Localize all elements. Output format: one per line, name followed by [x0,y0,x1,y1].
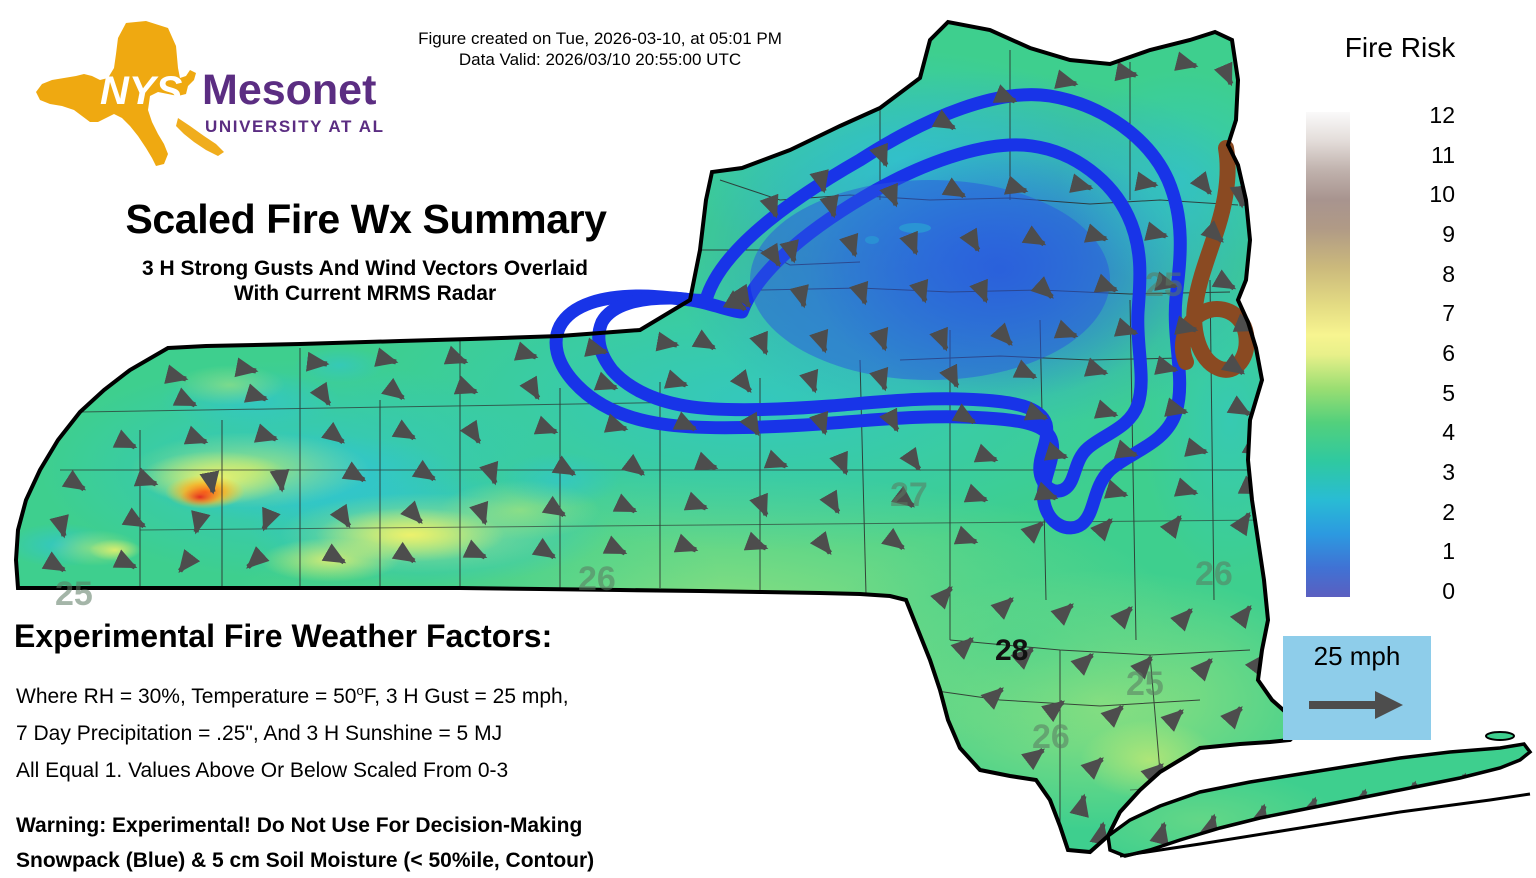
contour-label-26: 26 [1032,718,1070,756]
subtitle-line-1: 3 H Strong Gusts And Wind Vectors Overla… [142,257,588,280]
colorbar-tick-4: 4 [1442,419,1455,446]
colorbar-tick-9: 9 [1442,221,1455,247]
page-title: Scaled Fire Wx Summary [125,196,607,242]
factors-line-2: 7 Day Precipitation = .25", And 3 H Suns… [16,722,503,745]
warning-block: Warning: Experimental! Do Not Use For De… [16,808,594,878]
warning-line-1: Warning: Experimental! Do Not Use For De… [16,814,583,837]
colorbar-tick-labels: 12 11 10 9 8 7 6 5 4 3 2 1 0 [1400,104,1455,604]
colorbar-tick-5: 5 [1442,379,1455,406]
factors-line-1: Where RH = 30%, Temperature = 50oF, 3 H … [16,672,569,715]
fire-weather-factors-body: Where RH = 30%, Temperature = 50oF, 3 H … [16,672,569,789]
wind-legend-label: 25 mph [1313,641,1401,671]
wind-speed-legend: 25 mph [1283,636,1431,740]
logo-tagline-text: UNIVERSITY AT ALBANY [205,117,383,136]
colorbar-tick-6: 6 [1442,340,1455,366]
colorbar-tick-0: 0 [1442,578,1455,604]
fire-risk-colorbar [1306,112,1350,597]
factors-line-3: All Equal 1. Values Above Or Below Scale… [16,759,509,782]
degree-superscript: o [356,683,364,698]
figure-timestamp-block: Figure created on Tue, 2026-03-10, at 05… [340,28,860,70]
contour-label-26: 26 [1195,555,1233,593]
colorbar-tick-1: 1 [1442,538,1455,565]
ny-state-silhouette [36,21,196,166]
gust-label-28: 28 [995,634,1028,667]
warning-line-2: Snowpack (Blue) & 5 cm Soil Moisture (< … [16,849,595,872]
logo-nys-text: NYS [100,69,183,113]
colorbar-tick-12: 12 [1429,102,1455,128]
factors-line-1b: F, 3 H Gust = 25 mph, [363,685,569,708]
atlantic-coastline [1119,792,1531,858]
nys-mesonet-logo: NYS Mesonet UNIVERSITY AT ALBANY [18,18,383,173]
fire-weather-factors-heading: Experimental Fire Weather Factors: [14,618,553,654]
colorbar-tick-10: 10 [1429,181,1455,208]
logo-mesonet-text: Mesonet [202,66,376,114]
colorbar-tick-8: 8 [1442,260,1455,287]
figure-created-line: Figure created on Tue, 2026-03-10, at 05… [418,29,782,48]
colorbar-tick-2: 2 [1442,498,1455,525]
contour-labels: 25 26 27 25 25 26 26 [55,266,1233,756]
colorbar-title: Fire Risk [1344,32,1456,63]
block-island [1485,731,1515,741]
colorbar-tick-3: 3 [1442,459,1455,485]
subtitle-line-2: With Current MRMS Radar [233,282,497,305]
contour-label-27: 27 [890,476,928,514]
data-valid-line: Data Valid: 2026/03/10 20:55:00 UTC [458,50,742,69]
colorbar-tick-11: 11 [1431,141,1455,168]
snowpack-contour [549,88,1187,535]
page-subtitle: 3 H Strong Gusts And Wind Vectors Overla… [40,256,690,306]
colorbar-tick-7: 7 [1442,300,1455,327]
wind-legend-arrow-icon [1307,688,1407,727]
contour-label-25: 25 [55,575,93,613]
wind-vectors [41,51,1279,846]
snowpack-fill [750,180,1110,380]
contour-label-26: 26 [578,560,616,598]
contour-label-25: 25 [1126,665,1164,703]
gust-labels: 28 [995,634,1028,667]
contour-label-25: 25 [1145,266,1183,304]
factors-line-1a: Where RH = 30%, Temperature = 50 [16,685,357,708]
